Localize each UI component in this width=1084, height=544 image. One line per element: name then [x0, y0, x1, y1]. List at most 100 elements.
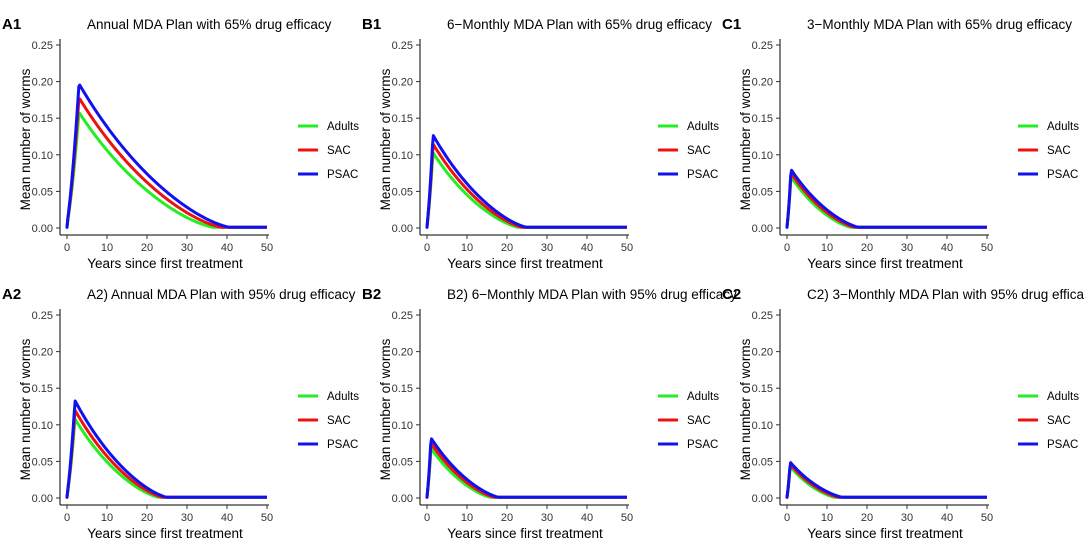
panel-a2: A2 A2) Annual MDA Plan with 95% drug effi…: [2, 286, 359, 541]
y-tick-label: 0.10: [392, 420, 413, 432]
panel-label: A2: [2, 286, 21, 303]
legend-label-psac: PSAC: [687, 439, 718, 451]
panel-title: C2) 3−Monthly MDA Plan with 95% drug eff…: [807, 287, 1084, 302]
x-tick-label: 50: [261, 242, 273, 254]
x-tick-label: 20: [141, 242, 153, 254]
y-tick-label: 0.15: [32, 383, 53, 395]
series-line-adults: [785, 465, 988, 499]
y-tick-label: 0.00: [752, 493, 773, 505]
x-tick-label: 40: [581, 242, 593, 254]
x-tick-label: 20: [861, 242, 873, 254]
series-line-sac: [65, 408, 268, 499]
series-line-psac: [785, 461, 988, 499]
x-tick-label: 0: [64, 512, 70, 524]
panel-label: A1: [2, 16, 21, 33]
y-tick-label: 0.05: [752, 186, 773, 198]
x-tick-label: 0: [64, 242, 70, 254]
x-tick-label: 10: [101, 242, 113, 254]
x-tick-label: 40: [581, 512, 593, 524]
y-tick-label: 0.05: [32, 186, 53, 198]
y-tick-label: 0.15: [392, 113, 413, 125]
x-axis-label: Years since first treatment: [447, 256, 603, 271]
series-line-psac: [65, 83, 268, 229]
legend-label-adults: Adults: [687, 391, 719, 403]
legend-label-adults: Adults: [327, 121, 359, 133]
legend-label-adults: Adults: [687, 121, 719, 133]
series-line-psac: [65, 399, 268, 499]
y-tick-label: 0.25: [752, 310, 773, 322]
x-tick-label: 50: [261, 512, 273, 524]
legend-label-psac: PSAC: [1047, 169, 1078, 181]
legend-label-sac: SAC: [1047, 415, 1071, 427]
panel-c1: C1 3−Monthly MDA Plan with 65% drug effic…: [722, 16, 1079, 271]
y-tick-label: 0.25: [392, 310, 413, 322]
panel-b2: B2 B2) 6−Monthly MDA Plan with 95% drug e…: [362, 286, 737, 541]
x-tick-label: 50: [981, 242, 993, 254]
y-axis-label: Mean number of worms: [18, 338, 33, 480]
x-tick-label: 50: [621, 512, 633, 524]
y-tick-label: 0.20: [32, 347, 53, 359]
series-line-psac: [785, 168, 988, 229]
y-tick-label: 0.05: [752, 456, 773, 468]
legend-label-adults: Adults: [1047, 391, 1079, 403]
y-tick-label: 0.20: [752, 77, 773, 89]
y-axis-label: Mean number of worms: [378, 338, 393, 480]
y-axis-label: Mean number of worms: [18, 68, 33, 210]
y-tick-label: 0.00: [392, 223, 413, 235]
series-line-adults: [65, 111, 268, 229]
y-tick-label: 0.15: [392, 383, 413, 395]
y-tick-label: 0.25: [752, 40, 773, 52]
legend-label-sac: SAC: [1047, 145, 1071, 157]
y-tick-label: 0.05: [32, 456, 53, 468]
series-line-psac: [425, 134, 628, 229]
panel-label: C2: [722, 286, 741, 303]
x-tick-label: 10: [101, 512, 113, 524]
x-axis-label: Years since first treatment: [447, 526, 603, 541]
y-tick-label: 0.15: [752, 113, 773, 125]
panel-title: A2) Annual MDA Plan with 95% drug effica…: [87, 287, 356, 302]
panel-title: 3−Monthly MDA Plan with 65% drug efficac…: [807, 17, 1072, 32]
legend-label-sac: SAC: [327, 415, 351, 427]
y-tick-label: 0.00: [392, 493, 413, 505]
x-tick-label: 0: [424, 242, 430, 254]
y-tick-label: 0.25: [32, 310, 53, 322]
x-tick-label: 30: [181, 512, 193, 524]
x-tick-label: 10: [821, 242, 833, 254]
legend-label-adults: Adults: [1047, 121, 1079, 133]
y-axis-label: Mean number of worms: [738, 68, 753, 210]
x-tick-label: 0: [784, 512, 790, 524]
y-tick-label: 0.15: [752, 383, 773, 395]
x-tick-label: 30: [901, 242, 913, 254]
y-tick-label: 0.00: [32, 493, 53, 505]
x-tick-label: 40: [221, 242, 233, 254]
legend-label-sac: SAC: [687, 415, 711, 427]
legend-label-psac: PSAC: [1047, 439, 1078, 451]
x-axis-label: Years since first treatment: [87, 256, 243, 271]
y-tick-label: 0.25: [392, 40, 413, 52]
legend-label-sac: SAC: [327, 145, 351, 157]
panel-a1: A1 Annual MDA Plan with 65% drug efficacy…: [2, 16, 359, 271]
panel-c2: C2 C2) 3−Monthly MDA Plan with 95% drug e…: [722, 286, 1084, 541]
series-line-sac: [785, 463, 988, 499]
x-tick-label: 40: [941, 242, 953, 254]
y-tick-label: 0.05: [392, 456, 413, 468]
x-tick-label: 30: [181, 242, 193, 254]
x-tick-label: 40: [941, 512, 953, 524]
legend-label-sac: SAC: [687, 145, 711, 157]
y-tick-label: 0.15: [32, 113, 53, 125]
x-tick-label: 0: [424, 512, 430, 524]
series-line-sac: [65, 97, 268, 229]
y-tick-label: 0.20: [32, 77, 53, 89]
y-tick-label: 0.10: [392, 150, 413, 162]
y-tick-label: 0.25: [32, 40, 53, 52]
series-line-psac: [425, 437, 628, 499]
panel-label: B2: [362, 286, 381, 303]
legend-label-adults: Adults: [327, 391, 359, 403]
y-axis-label: Mean number of worms: [378, 68, 393, 210]
x-tick-label: 10: [461, 512, 473, 524]
y-tick-label: 0.10: [32, 150, 53, 162]
y-tick-label: 0.10: [752, 150, 773, 162]
panel-b1: B1 6−Monthly MDA Plan with 65% drug effic…: [362, 16, 719, 271]
y-tick-label: 0.20: [392, 347, 413, 359]
